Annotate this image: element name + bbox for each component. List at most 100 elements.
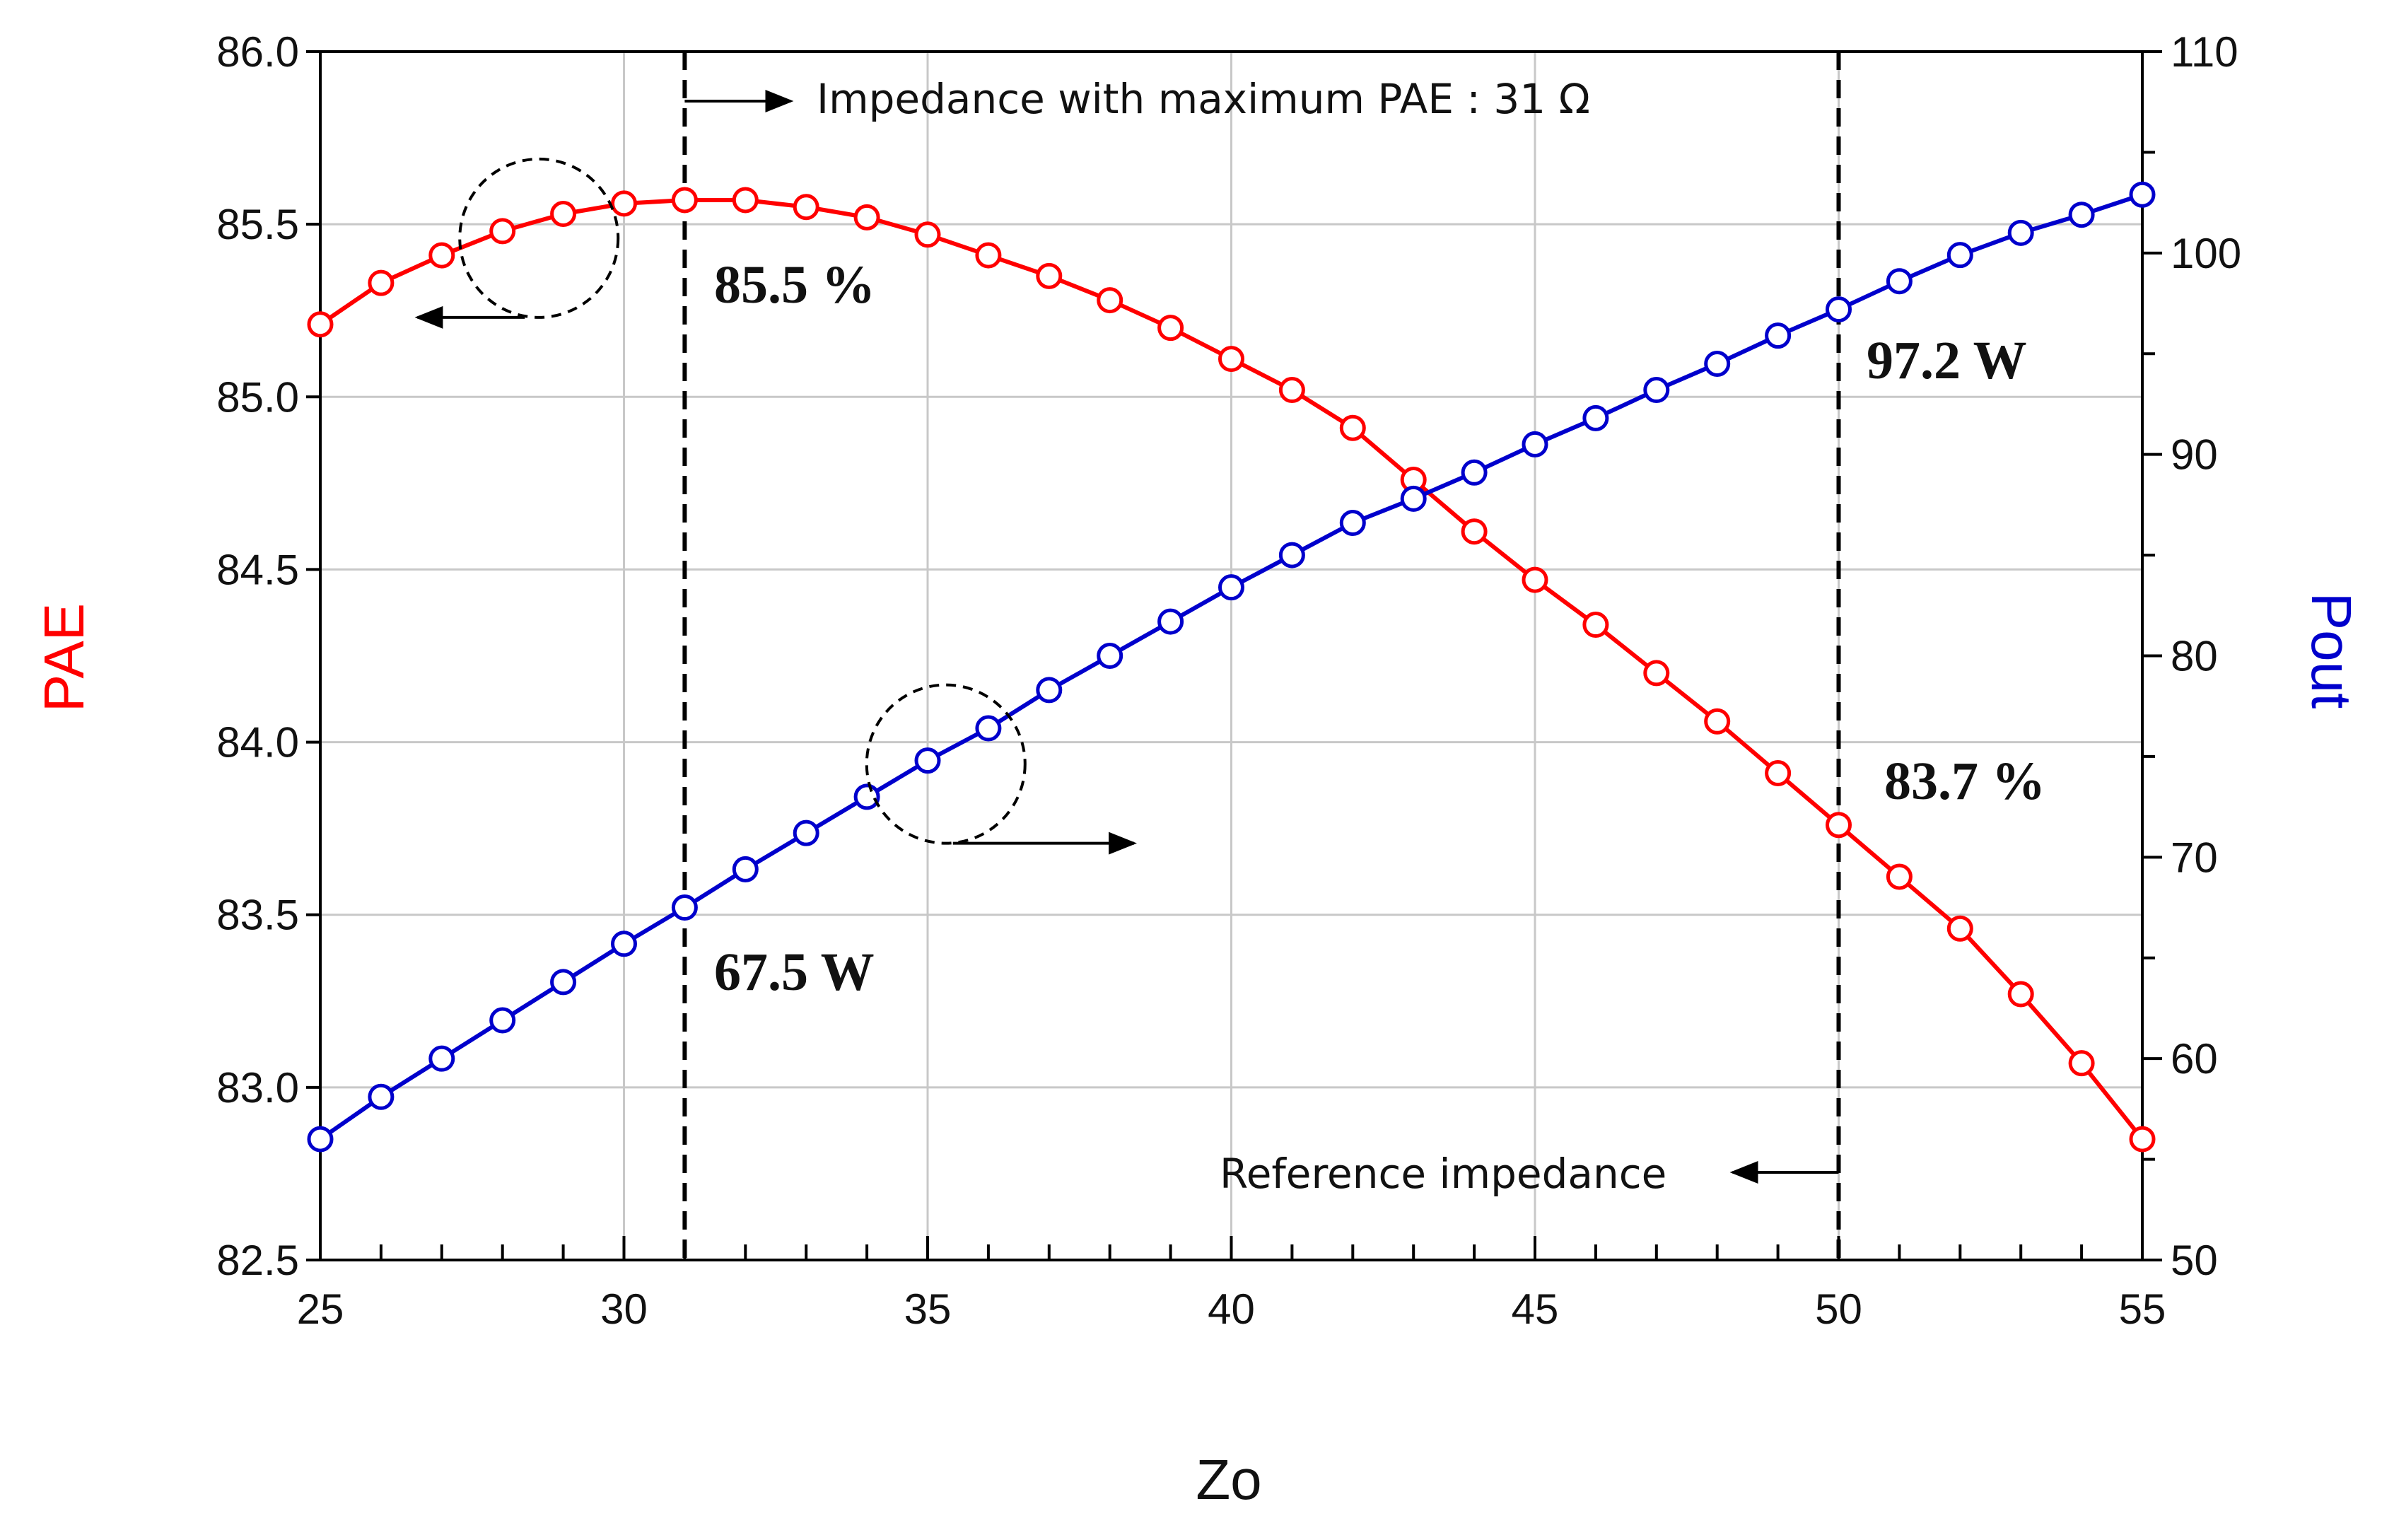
data-point-pae: [1946, 915, 1973, 942]
data-point-pae: [1886, 863, 1913, 890]
y-left-tick-label: 84.5: [216, 546, 299, 593]
data-point-pae: [2129, 1126, 2156, 1153]
data-point-pout: [2068, 202, 2095, 228]
data-point-pae: [1278, 377, 1305, 404]
reference-lines: [682, 52, 1841, 1260]
y-right-tick-label: 90: [2171, 431, 2218, 479]
data-point-pae: [1097, 287, 1123, 314]
data-point-pae: [1036, 262, 1063, 289]
data-point-pout: [1946, 242, 1973, 269]
y-left-tick-label: 83.0: [216, 1064, 299, 1112]
data-point-pae: [1218, 346, 1244, 373]
data-point-pae: [1643, 660, 1670, 687]
data-point-pae: [428, 242, 455, 269]
data-point-pout: [1036, 677, 1063, 704]
data-point-pout: [793, 819, 819, 846]
x-tick-label: 45: [1512, 1285, 1559, 1333]
data-point-pae: [975, 242, 1002, 269]
y-right-tick-label: 80: [2171, 633, 2218, 680]
x-tick-label: 55: [2119, 1285, 2166, 1333]
labels: Zo PAE Pout: [33, 593, 2363, 1511]
data-point-pout: [1643, 377, 1670, 404]
data-point-pout: [671, 894, 698, 921]
data-point-pae: [1704, 708, 1731, 735]
data-point-pout: [1218, 574, 1244, 601]
y-right-axis-title: Pout: [2300, 593, 2363, 709]
data-point-pae: [914, 221, 941, 248]
x-tick-label: 50: [1815, 1285, 1862, 1333]
y-right-tick-label: 110: [2171, 28, 2238, 76]
y-right-tick-label: 60: [2171, 1035, 2218, 1083]
axes: 25 30 35 40 45 50 5582.583.083.584.084.585.085…: [216, 28, 2241, 1333]
data-point-pae: [489, 218, 516, 245]
data-point-pout: [1157, 608, 1184, 635]
data-point-pae: [793, 194, 819, 221]
data-point-pout: [428, 1045, 455, 1072]
y-left-tick-label: 85.5: [216, 201, 299, 248]
pout-callout-circle: [865, 683, 1027, 845]
annotation-pout-at-31: 67.5 W: [714, 943, 875, 1002]
pae-callout-circle: [458, 157, 620, 319]
data-point-pae: [1826, 812, 1852, 839]
x-tick-label: 40: [1208, 1285, 1255, 1333]
data-point-pout: [1278, 542, 1305, 568]
data-point-pae: [1765, 760, 1792, 787]
series: [307, 181, 2156, 1153]
data-point-pout: [1400, 485, 1427, 512]
data-point-pout: [2129, 181, 2156, 208]
data-point-pout: [1704, 350, 1731, 377]
data-point-pae: [671, 187, 698, 214]
annotation-reference-impedance: Reference impedance: [1220, 1150, 1666, 1198]
data-point-pout: [1461, 459, 1488, 486]
annotation-pae-at-31: 85.5 %: [714, 255, 875, 315]
data-point-pae: [1157, 315, 1184, 342]
data-point-pae: [2007, 981, 2034, 1008]
annotation-pout-at-50: 97.2 W: [1867, 331, 2027, 390]
data-point-pout: [975, 715, 1002, 742]
data-point-pout: [550, 969, 577, 996]
data-point-pae: [732, 187, 759, 214]
data-point-pae: [1461, 518, 1488, 545]
data-point-pout: [611, 931, 637, 957]
x-tick-label: 25: [297, 1285, 344, 1333]
annotation-pae-at-50: 83.7 %: [1884, 752, 2045, 811]
data-point-pout: [1339, 510, 1366, 537]
data-point-pout: [1522, 431, 1548, 457]
y-left-tick-label: 82.5: [216, 1237, 299, 1284]
data-point-pout: [368, 1083, 395, 1110]
data-point-pae: [1522, 566, 1548, 593]
y-left-axis-title: PAE: [33, 603, 95, 712]
data-point-pout: [2007, 219, 2034, 246]
x-axis-title: Zo: [1196, 1448, 1261, 1511]
y-right-tick-label: 70: [2171, 834, 2218, 881]
data-point-pout: [1765, 322, 1792, 349]
data-point-pae: [1582, 612, 1609, 638]
data-point-pout: [489, 1007, 516, 1034]
data-point-pout: [853, 783, 880, 810]
data-point-pout: [1097, 643, 1123, 669]
data-point-pae: [550, 200, 577, 227]
data-point-pae: [368, 269, 395, 296]
y-left-tick-label: 86.0: [216, 28, 299, 76]
x-tick-label: 35: [904, 1285, 952, 1333]
x-tick-label: 30: [600, 1285, 648, 1333]
y-left-tick-label: 84.0: [216, 719, 299, 766]
data-point-pout: [1886, 268, 1913, 295]
data-point-pae: [2068, 1050, 2095, 1077]
data-point-pout: [307, 1126, 334, 1153]
y-left-tick-label: 83.5: [216, 892, 299, 939]
data-point-pout: [1582, 404, 1609, 431]
data-point-pae: [853, 204, 880, 231]
data-point-pae: [611, 190, 637, 217]
data-point-pae: [1339, 414, 1366, 441]
annotation-max-pae: Impedance with maximum PAE : 31 Ω: [817, 75, 1590, 123]
data-point-pout: [914, 747, 941, 774]
data-point-pout: [732, 856, 759, 882]
y-right-tick-label: 100: [2171, 230, 2241, 277]
y-right-tick-label: 50: [2171, 1237, 2218, 1284]
y-left-tick-label: 85.0: [216, 373, 299, 421]
data-point-pae: [307, 311, 334, 338]
data-point-pout: [1826, 296, 1852, 323]
